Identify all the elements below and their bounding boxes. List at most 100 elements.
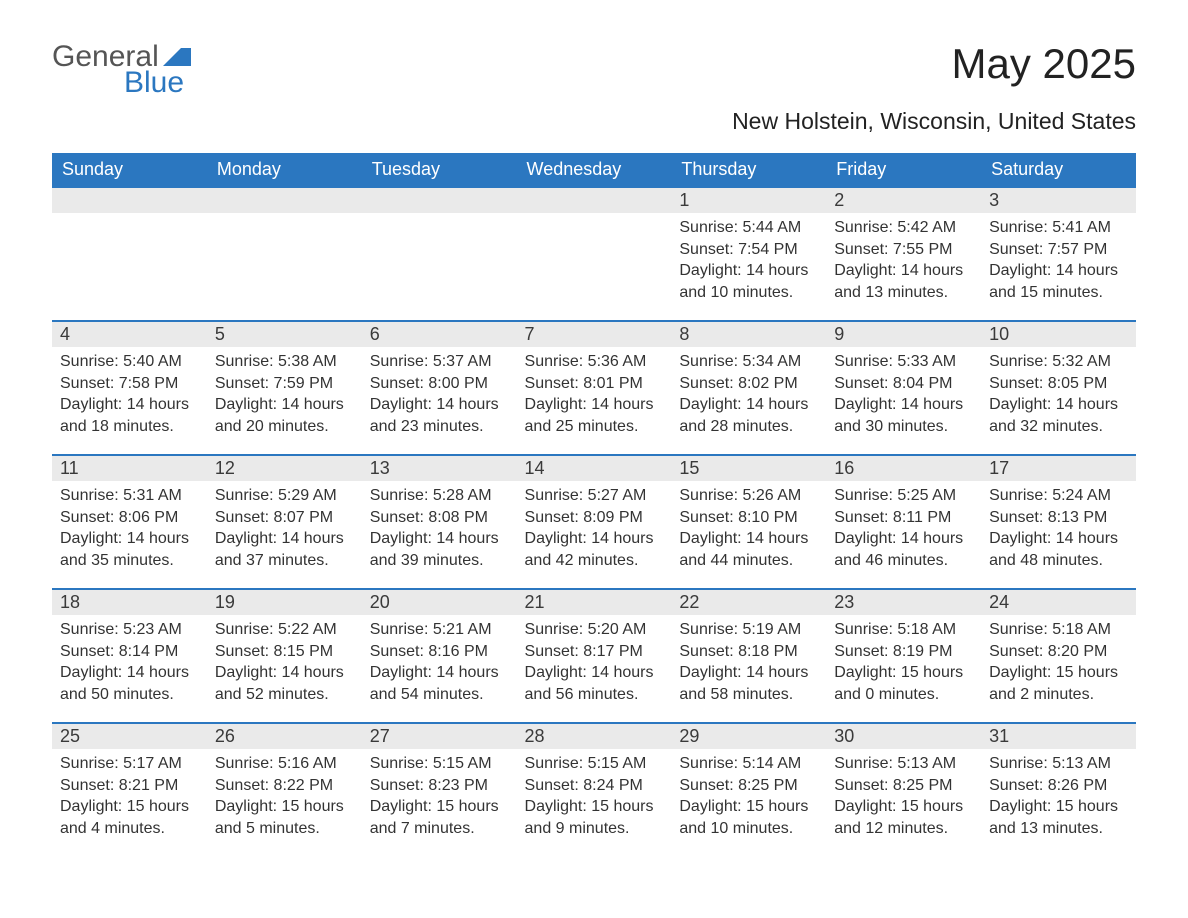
day-line-d1: Daylight: 14 hours (370, 394, 509, 416)
day-line-sr: Sunrise: 5:31 AM (60, 485, 199, 507)
day-line-sr: Sunrise: 5:13 AM (989, 753, 1128, 775)
day-content: Sunrise: 5:14 AMSunset: 8:25 PMDaylight:… (671, 749, 826, 843)
day-line-sr: Sunrise: 5:36 AM (525, 351, 664, 373)
day-line-d1: Daylight: 14 hours (525, 528, 664, 550)
calendar-cell: 27Sunrise: 5:15 AMSunset: 8:23 PMDayligh… (362, 722, 517, 856)
day-line-d1: Daylight: 14 hours (989, 394, 1128, 416)
day-line-ss: Sunset: 8:10 PM (679, 507, 818, 529)
empty-day-header (362, 186, 517, 213)
calendar-cell: 3Sunrise: 5:41 AMSunset: 7:57 PMDaylight… (981, 186, 1136, 320)
day-content: Sunrise: 5:36 AMSunset: 8:01 PMDaylight:… (517, 347, 672, 441)
calendar-cell: 1Sunrise: 5:44 AMSunset: 7:54 PMDaylight… (671, 186, 826, 320)
day-line-ss: Sunset: 8:00 PM (370, 373, 509, 395)
day-line-ss: Sunset: 8:21 PM (60, 775, 199, 797)
day-line-sr: Sunrise: 5:25 AM (834, 485, 973, 507)
day-content: Sunrise: 5:21 AMSunset: 8:16 PMDaylight:… (362, 615, 517, 709)
day-number: 30 (826, 722, 981, 749)
day-content: Sunrise: 5:42 AMSunset: 7:55 PMDaylight:… (826, 213, 981, 307)
day-content: Sunrise: 5:44 AMSunset: 7:54 PMDaylight:… (671, 213, 826, 307)
day-line-d2: and 13 minutes. (989, 818, 1128, 840)
calendar-cell (52, 186, 207, 320)
calendar-cell: 8Sunrise: 5:34 AMSunset: 8:02 PMDaylight… (671, 320, 826, 454)
day-content: Sunrise: 5:41 AMSunset: 7:57 PMDaylight:… (981, 213, 1136, 307)
day-content: Sunrise: 5:18 AMSunset: 8:20 PMDaylight:… (981, 615, 1136, 709)
weekday-header: Saturday (981, 153, 1136, 186)
day-content: Sunrise: 5:34 AMSunset: 8:02 PMDaylight:… (671, 347, 826, 441)
weekday-header-row: SundayMondayTuesdayWednesdayThursdayFrid… (52, 153, 1136, 186)
day-line-d1: Daylight: 14 hours (989, 260, 1128, 282)
calendar-cell: 5Sunrise: 5:38 AMSunset: 7:59 PMDaylight… (207, 320, 362, 454)
day-line-sr: Sunrise: 5:27 AM (525, 485, 664, 507)
day-line-d2: and 5 minutes. (215, 818, 354, 840)
day-line-d1: Daylight: 15 hours (989, 796, 1128, 818)
day-line-sr: Sunrise: 5:17 AM (60, 753, 199, 775)
day-number: 29 (671, 722, 826, 749)
day-line-d2: and 50 minutes. (60, 684, 199, 706)
calendar-cell: 19Sunrise: 5:22 AMSunset: 8:15 PMDayligh… (207, 588, 362, 722)
day-number: 6 (362, 320, 517, 347)
day-line-d1: Daylight: 14 hours (60, 662, 199, 684)
day-content: Sunrise: 5:32 AMSunset: 8:05 PMDaylight:… (981, 347, 1136, 441)
day-line-sr: Sunrise: 5:15 AM (370, 753, 509, 775)
day-content: Sunrise: 5:37 AMSunset: 8:00 PMDaylight:… (362, 347, 517, 441)
day-line-ss: Sunset: 8:25 PM (679, 775, 818, 797)
day-line-sr: Sunrise: 5:38 AM (215, 351, 354, 373)
day-line-d2: and 35 minutes. (60, 550, 199, 572)
day-content: Sunrise: 5:26 AMSunset: 8:10 PMDaylight:… (671, 481, 826, 575)
day-content: Sunrise: 5:28 AMSunset: 8:08 PMDaylight:… (362, 481, 517, 575)
day-line-d2: and 30 minutes. (834, 416, 973, 438)
day-number: 31 (981, 722, 1136, 749)
day-line-d2: and 28 minutes. (679, 416, 818, 438)
day-line-sr: Sunrise: 5:14 AM (679, 753, 818, 775)
day-content: Sunrise: 5:15 AMSunset: 8:24 PMDaylight:… (517, 749, 672, 843)
day-line-d1: Daylight: 14 hours (679, 260, 818, 282)
day-line-sr: Sunrise: 5:24 AM (989, 485, 1128, 507)
day-number: 11 (52, 454, 207, 481)
day-line-sr: Sunrise: 5:16 AM (215, 753, 354, 775)
calendar-table: SundayMondayTuesdayWednesdayThursdayFrid… (52, 153, 1136, 856)
day-line-d2: and 52 minutes. (215, 684, 354, 706)
weekday-header: Thursday (671, 153, 826, 186)
day-number: 10 (981, 320, 1136, 347)
calendar-cell: 28Sunrise: 5:15 AMSunset: 8:24 PMDayligh… (517, 722, 672, 856)
calendar-cell: 31Sunrise: 5:13 AMSunset: 8:26 PMDayligh… (981, 722, 1136, 856)
day-number: 5 (207, 320, 362, 347)
logo-text-blue: Blue (124, 66, 184, 100)
day-number: 4 (52, 320, 207, 347)
day-line-ss: Sunset: 8:20 PM (989, 641, 1128, 663)
calendar-cell: 14Sunrise: 5:27 AMSunset: 8:09 PMDayligh… (517, 454, 672, 588)
day-line-sr: Sunrise: 5:40 AM (60, 351, 199, 373)
day-line-d2: and 58 minutes. (679, 684, 818, 706)
day-line-d1: Daylight: 15 hours (525, 796, 664, 818)
day-content: Sunrise: 5:17 AMSunset: 8:21 PMDaylight:… (52, 749, 207, 843)
day-line-d2: and 4 minutes. (60, 818, 199, 840)
weekday-header: Friday (826, 153, 981, 186)
day-line-sr: Sunrise: 5:33 AM (834, 351, 973, 373)
day-line-d2: and 46 minutes. (834, 550, 973, 572)
day-line-sr: Sunrise: 5:22 AM (215, 619, 354, 641)
day-line-sr: Sunrise: 5:29 AM (215, 485, 354, 507)
empty-day-header (517, 186, 672, 213)
day-line-ss: Sunset: 8:04 PM (834, 373, 973, 395)
day-line-ss: Sunset: 8:08 PM (370, 507, 509, 529)
day-line-ss: Sunset: 7:58 PM (60, 373, 199, 395)
logo: General Blue (52, 40, 191, 100)
calendar-cell: 21Sunrise: 5:20 AMSunset: 8:17 PMDayligh… (517, 588, 672, 722)
day-line-d1: Daylight: 15 hours (834, 662, 973, 684)
location-subtitle: New Holstein, Wisconsin, United States (52, 108, 1136, 135)
day-line-d1: Daylight: 14 hours (525, 394, 664, 416)
header: General Blue May 2025 (52, 40, 1136, 100)
day-line-ss: Sunset: 8:13 PM (989, 507, 1128, 529)
day-line-d2: and 37 minutes. (215, 550, 354, 572)
calendar-cell: 13Sunrise: 5:28 AMSunset: 8:08 PMDayligh… (362, 454, 517, 588)
calendar-cell (207, 186, 362, 320)
calendar-cell: 15Sunrise: 5:26 AMSunset: 8:10 PMDayligh… (671, 454, 826, 588)
day-content: Sunrise: 5:31 AMSunset: 8:06 PMDaylight:… (52, 481, 207, 575)
day-line-d2: and 10 minutes. (679, 818, 818, 840)
day-line-sr: Sunrise: 5:34 AM (679, 351, 818, 373)
calendar-row: 25Sunrise: 5:17 AMSunset: 8:21 PMDayligh… (52, 722, 1136, 856)
day-content: Sunrise: 5:19 AMSunset: 8:18 PMDaylight:… (671, 615, 826, 709)
day-line-d2: and 2 minutes. (989, 684, 1128, 706)
day-line-ss: Sunset: 8:22 PM (215, 775, 354, 797)
day-line-d1: Daylight: 14 hours (215, 662, 354, 684)
